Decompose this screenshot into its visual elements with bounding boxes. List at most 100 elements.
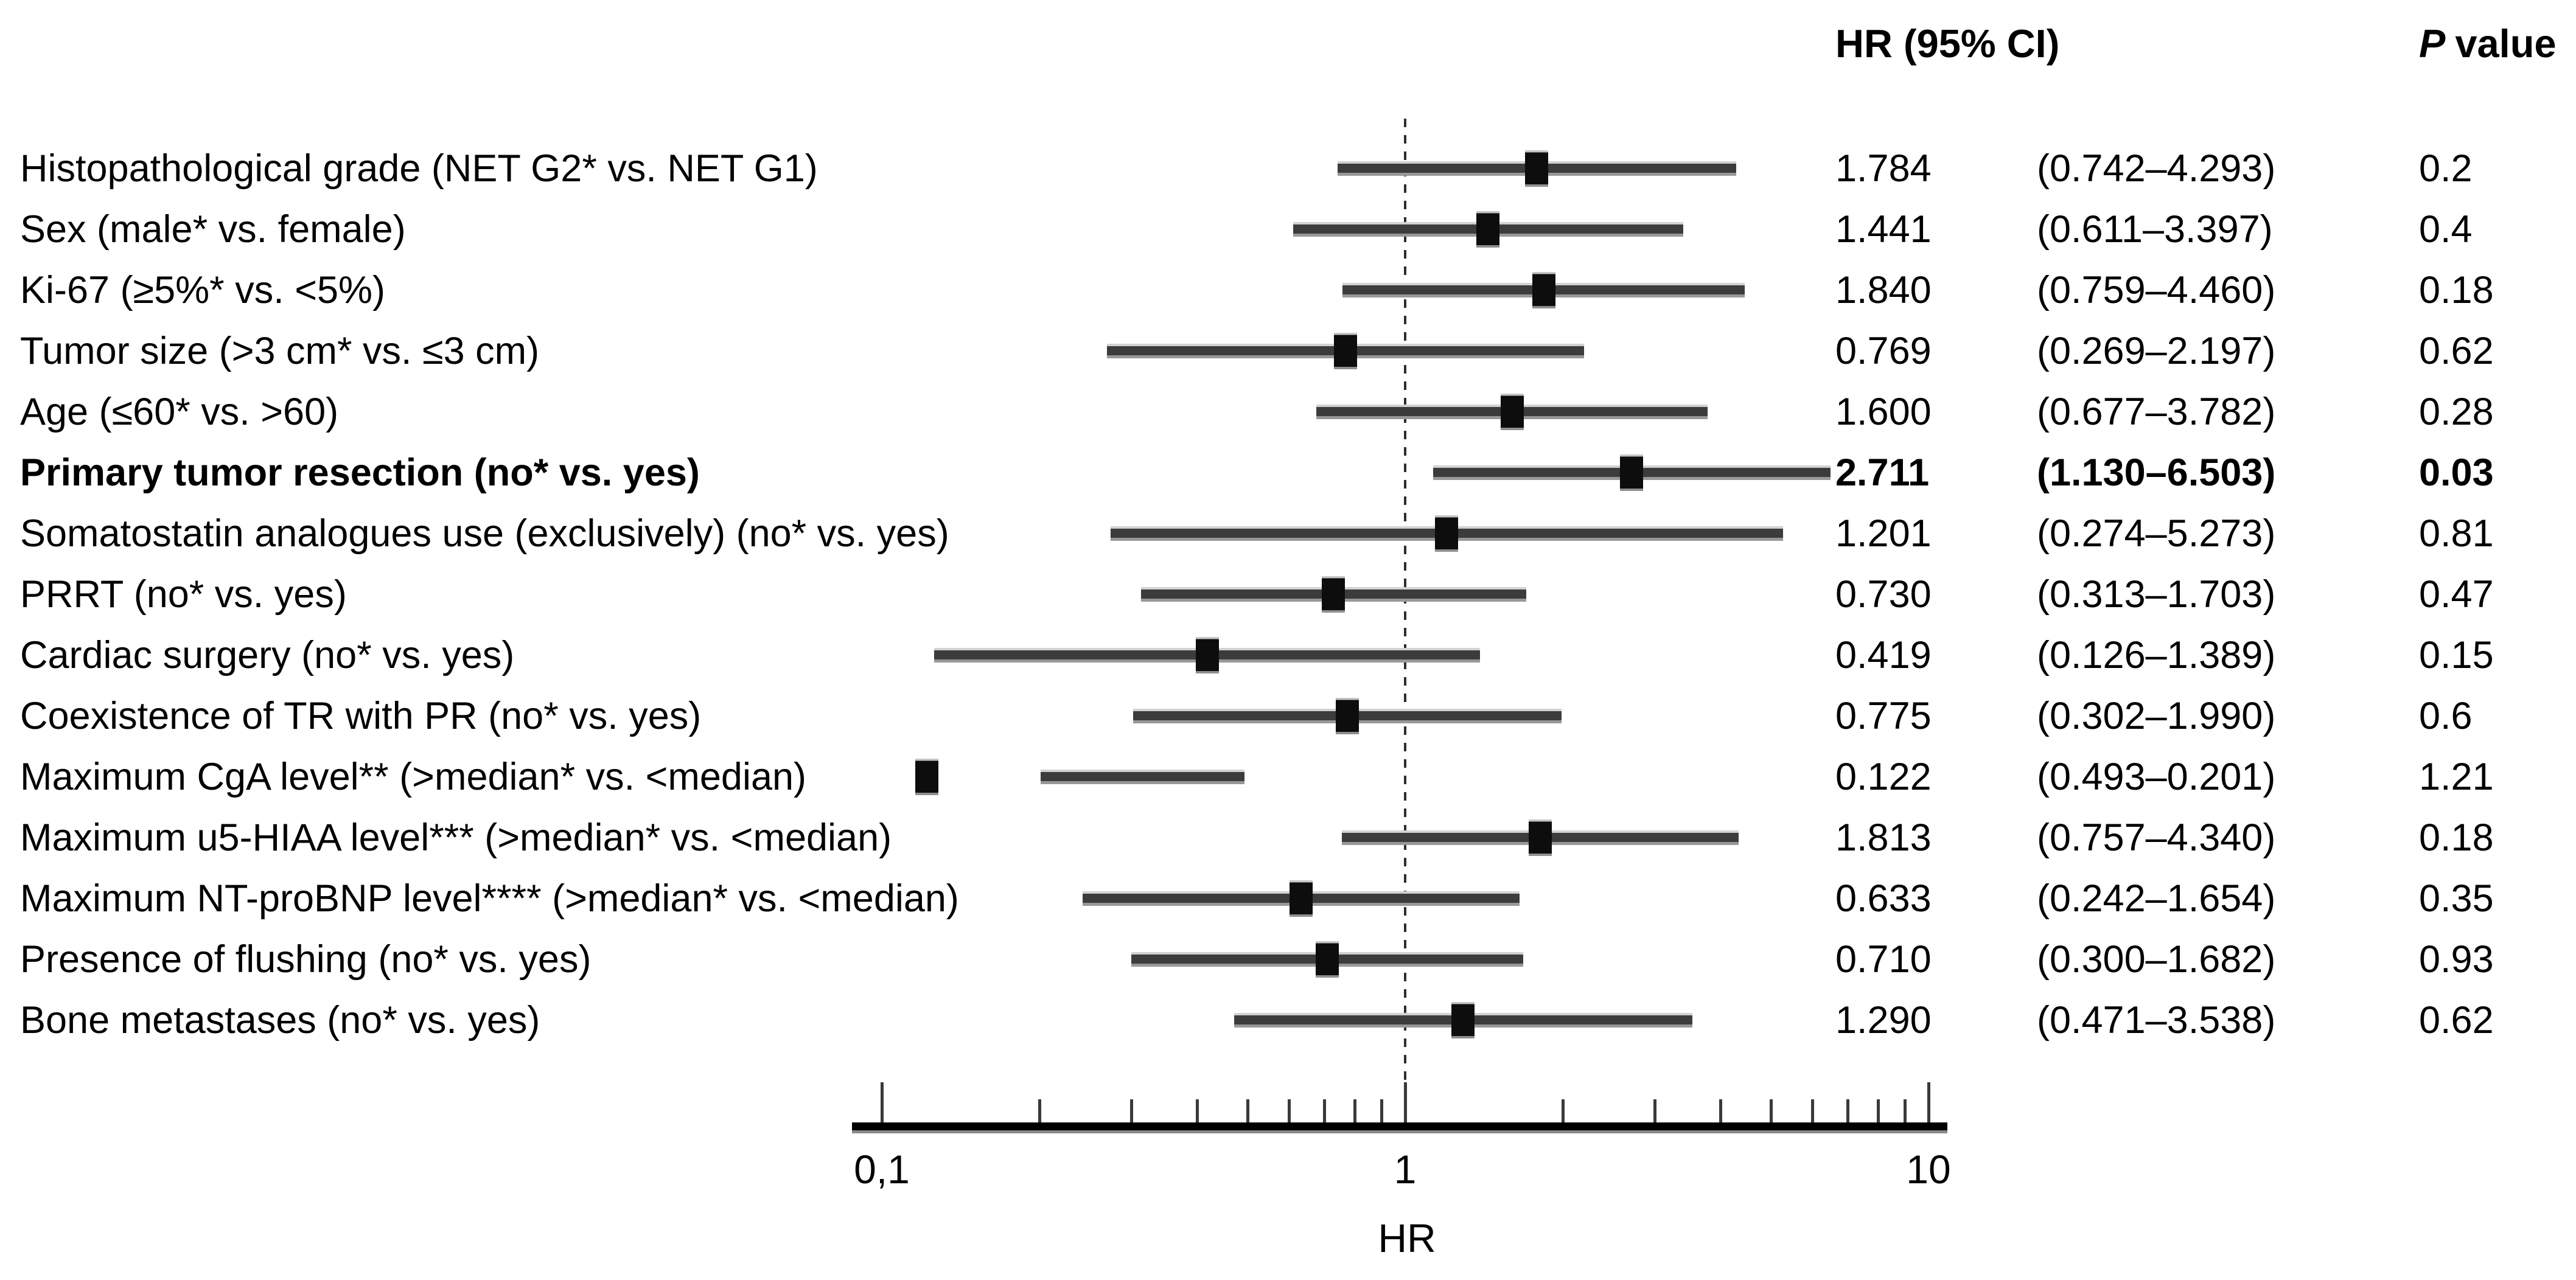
row-label: Somatostatin analogues use (exclusively)… — [20, 512, 949, 555]
hr-value: 0.419 — [1835, 634, 1932, 677]
p-value: 0.15 — [2419, 634, 2494, 677]
axis-minor-tick — [1246, 1099, 1250, 1122]
ci-value: (0.269–2.197) — [2037, 330, 2276, 372]
p-value: 0.47 — [2419, 573, 2494, 616]
axis-tick-label: 10 — [1906, 1147, 1951, 1192]
reference-line-hr1 — [1404, 119, 1406, 1122]
ci-value: (0.471–3.538) — [2037, 999, 2276, 1042]
ci-value: (0.126–1.389) — [2037, 634, 2276, 677]
hr-value: 1.441 — [1835, 208, 1932, 251]
row-label: PRRT (no* vs. yes) — [20, 573, 347, 616]
row-label: Maximum CgA level** (>median* vs. <media… — [20, 756, 807, 798]
hr-value: 0.633 — [1835, 877, 1932, 920]
p-value: 0.81 — [2419, 512, 2494, 555]
hr-value: 1.784 — [1835, 147, 1932, 190]
axis-major-tick — [881, 1082, 884, 1122]
row-label: Ki-67 (≥5%* vs. <5%) — [20, 269, 386, 311]
ci-value: (0.302–1.990) — [2037, 695, 2276, 737]
hr-value: 1.813 — [1835, 816, 1932, 859]
axis-minor-tick — [1903, 1099, 1907, 1122]
hr-point-marker — [1435, 515, 1459, 552]
axis-minor-tick — [1770, 1099, 1773, 1122]
row-label: Cardiac surgery (no* vs. yes) — [20, 634, 515, 677]
row-label: Presence of flushing (no* vs. yes) — [20, 938, 592, 981]
axis-minor-tick — [1195, 1099, 1199, 1122]
hr-value: 1.290 — [1835, 999, 1932, 1042]
p-value: 0.2 — [2419, 147, 2473, 190]
ci-value: (0.242–1.654) — [2037, 877, 2276, 920]
ci-value: (0.759–4.460) — [2037, 269, 2276, 311]
axis-major-tick — [1404, 1082, 1407, 1122]
p-value: 0.6 — [2419, 695, 2473, 737]
hr-value: 0.775 — [1835, 695, 1932, 737]
hr-point-marker — [1529, 819, 1552, 856]
p-value: 0.18 — [2419, 816, 2494, 859]
hr-point-marker — [1316, 941, 1339, 978]
p-value: 0.62 — [2419, 330, 2494, 372]
hr-value: 0.122 — [1835, 756, 1932, 798]
x-axis-title: HR — [1378, 1216, 1436, 1261]
axis-minor-tick — [1353, 1099, 1356, 1122]
hr-point-marker — [1620, 454, 1644, 491]
axis-minor-tick — [1876, 1099, 1880, 1122]
ci-value: (0.757–4.340) — [2037, 816, 2276, 859]
hr-value: 2.711 — [1835, 451, 1930, 494]
hr-point-marker — [1451, 1002, 1475, 1038]
axis-minor-tick — [1811, 1099, 1815, 1122]
p-value: 0.35 — [2419, 877, 2494, 920]
hr-point-marker — [1532, 272, 1555, 308]
row-label: Coexistence of TR with PR (no* vs. yes) — [20, 695, 702, 737]
ci-value: (0.313–1.703) — [2037, 573, 2276, 616]
row-label: Bone metastases (no* vs. yes) — [20, 999, 540, 1042]
axis-tick-label: 1 — [1394, 1147, 1417, 1192]
p-value: 0.03 — [2419, 451, 2494, 494]
row-label: Histopathological grade (NET G2* vs. NET… — [20, 147, 818, 190]
ci-value: (1.130–6.503) — [2037, 451, 2276, 494]
hr-point-marker — [1322, 576, 1346, 613]
axis-minor-tick — [1130, 1099, 1134, 1122]
p-value: 0.18 — [2419, 269, 2494, 311]
ci-value: (0.677–3.782) — [2037, 391, 2276, 433]
hr-point-marker — [915, 759, 939, 795]
axis-major-tick — [1927, 1082, 1930, 1122]
p-value-header-rest: value — [2455, 21, 2557, 66]
ci-value: (0.611–3.397) — [2037, 208, 2273, 251]
hr-point-marker — [1290, 880, 1313, 917]
hr-point-marker — [1500, 394, 1524, 430]
axis-minor-tick — [1653, 1099, 1657, 1122]
p-value: 0.28 — [2419, 391, 2494, 433]
p-value: 0.62 — [2419, 999, 2494, 1042]
hr-point-marker — [1333, 333, 1357, 369]
ci-value: (0.300–1.682) — [2037, 938, 2276, 981]
row-label: Sex (male* vs. female) — [20, 208, 406, 251]
hr-value: 0.769 — [1835, 330, 1932, 372]
hr-value: 0.710 — [1835, 938, 1932, 981]
hr-point-marker — [1476, 211, 1500, 248]
axis-minor-tick — [1719, 1099, 1722, 1122]
ci-value: (0.274–5.273) — [2037, 512, 2276, 555]
row-label: Primary tumor resection (no* vs. yes) — [20, 451, 700, 494]
hr-point-marker — [1196, 637, 1220, 673]
p-value: 1.21 — [2419, 756, 2494, 798]
axis-minor-tick — [1380, 1099, 1383, 1122]
hr-value: 1.600 — [1835, 391, 1932, 433]
x-axis-line — [852, 1122, 1947, 1130]
row-label: Age (≤60* vs. >60) — [20, 391, 339, 433]
hr-point-marker — [1335, 698, 1359, 734]
hr-ci-column-header: HR (95% CI) — [1835, 21, 2060, 66]
p-value-header-italic-p: P — [2419, 21, 2446, 66]
axis-minor-tick — [1322, 1099, 1326, 1122]
hr-value: 1.201 — [1835, 512, 1932, 555]
axis-tick-label: 0,1 — [854, 1147, 910, 1192]
axis-minor-tick — [1038, 1099, 1041, 1122]
row-label: Maximum NT-proBNP level**** (>median* vs… — [20, 877, 959, 920]
ci-value: (0.742–4.293) — [2037, 147, 2276, 190]
hr-point-marker — [1525, 150, 1549, 187]
axis-minor-tick — [1288, 1099, 1291, 1122]
hr-value: 1.840 — [1835, 269, 1932, 311]
p-value: 0.4 — [2419, 208, 2473, 251]
row-label: Maximum u5-HIAA level*** (>median* vs. <… — [20, 816, 892, 859]
row-label: Tumor size (>3 cm* vs. ≤3 cm) — [20, 330, 540, 372]
